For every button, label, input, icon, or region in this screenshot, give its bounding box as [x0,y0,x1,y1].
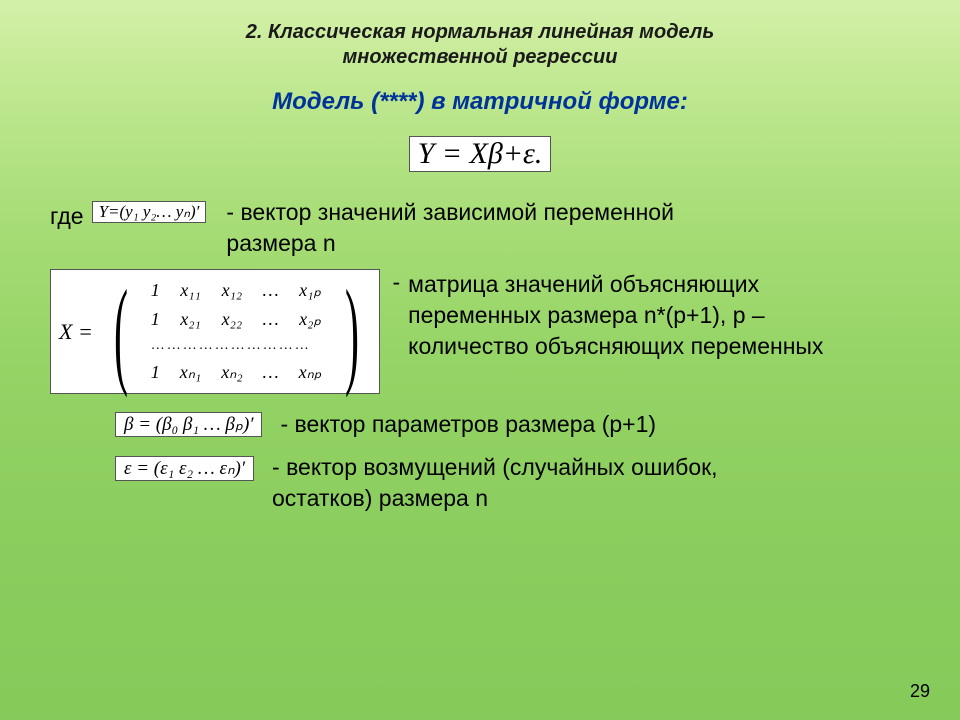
eps-formula: ε = (ε₁ ε₂ … εₙ)′ [116,455,253,482]
where-label: где [50,197,84,230]
x-row: X = ( 1 x₁₁ x₁₂ … x₁ₚ 1 x₂₁ x₂₂ … x₂ₚ [50,269,910,394]
x-description: матрица значений объясняющих переменных … [408,269,868,362]
x-label: X = [59,319,93,345]
subtitle: Модель (****) в матричной форме: [50,88,910,116]
y-description: - вектор значений зависимой переменной р… [226,197,746,259]
beta-row: β = (β₀ β₁ … βₚ)′ - вектор параметров ра… [115,409,910,440]
x-matrix-box: X = ( 1 x₁₁ x₁₂ … x₁ₚ 1 x₂₁ x₂₂ … x₂ₚ [50,269,380,394]
eps-description: - вектор возмущений (случайных ошибок, о… [272,452,792,514]
x-dash: - [392,269,400,296]
y-row: где Y=(y₁ y₂… yₙ)′ - вектор значений зав… [50,197,910,259]
matrix-row: 1 xₙ₁ xₙ₂ … xₙₚ [141,358,332,387]
section-title-line2: множественной регрессии [343,46,618,68]
section-title-line1: 2. Классическая нормальная линейная моде… [246,21,715,43]
matrix-row: 1 x₁₁ x₁₂ … x₁ₚ [141,276,332,305]
right-paren-icon: ) [344,281,358,383]
y-formula: Y=(y₁ y₂… yₙ)′ [93,199,206,224]
eps-row: ε = (ε₁ ε₂ … εₙ)′ - вектор возмущений (с… [115,452,910,514]
main-formula-text: Y = Xβ+ε. [412,135,549,174]
left-paren-icon: ( [114,281,128,383]
page-number: 29 [910,681,930,702]
matrix-row: 1 x₂₁ x₂₂ … x₂ₚ [141,305,332,334]
beta-description: - вектор параметров размера (p+1) [280,409,656,440]
main-formula-box: Y = Xβ+ε. [50,136,910,172]
slide-content: 2. Классическая нормальная линейная моде… [0,0,960,544]
x-matrix: 1 x₁₁ x₁₂ … x₁ₚ 1 x₂₁ x₂₂ … x₂ₚ ……………………… [141,276,332,387]
matrix-dots-row: ………………………… [141,334,332,358]
section-title: 2. Классическая нормальная линейная моде… [50,20,910,70]
beta-formula: β = (β₀ β₁ … βₚ)′ [116,411,261,438]
